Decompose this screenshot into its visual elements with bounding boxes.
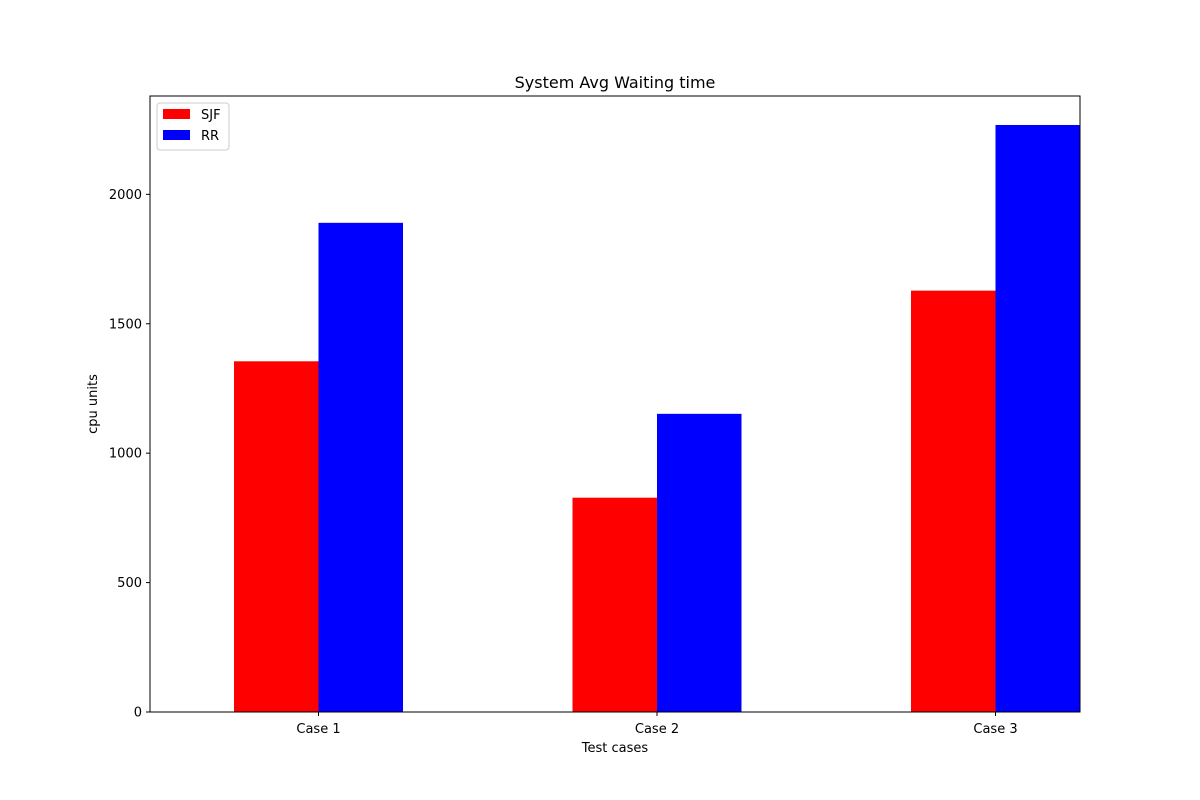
x-tick-label: Case 2 xyxy=(635,722,679,737)
x-tick-label: Case 1 xyxy=(296,722,340,737)
y-axis-label: cpu units xyxy=(86,374,101,434)
x-tick-label: Case 3 xyxy=(973,722,1017,737)
bar-rr-2 xyxy=(657,413,742,712)
y-axis: 0 500 1000 1500 2000 xyxy=(109,188,150,721)
y-tick-label: 500 xyxy=(117,576,142,591)
y-tick-label: 1500 xyxy=(109,317,142,332)
bar-rr-1 xyxy=(318,222,403,712)
x-axis: Case 1 Case 2 Case 3 xyxy=(296,712,1018,737)
chart-title: System Avg Waiting time xyxy=(515,73,716,92)
x-axis-label: Test cases xyxy=(581,741,649,756)
bars-group xyxy=(234,124,1080,713)
y-tick-label: 1000 xyxy=(109,447,142,462)
bar-sjf-1 xyxy=(234,361,319,712)
legend-label-rr: RR xyxy=(201,129,219,144)
y-tick-label: 2000 xyxy=(109,188,142,203)
legend: SJF RR xyxy=(156,102,230,151)
plot-frame xyxy=(149,95,1081,713)
legend-swatch-rr xyxy=(163,130,190,140)
bar-sjf-3 xyxy=(911,290,996,712)
legend-swatch-sjf xyxy=(163,109,190,119)
bar-rr-3 xyxy=(995,124,1080,713)
bar-sjf-2 xyxy=(572,497,657,712)
y-tick-label: 0 xyxy=(134,706,142,721)
legend-label-sjf: SJF xyxy=(201,108,221,123)
